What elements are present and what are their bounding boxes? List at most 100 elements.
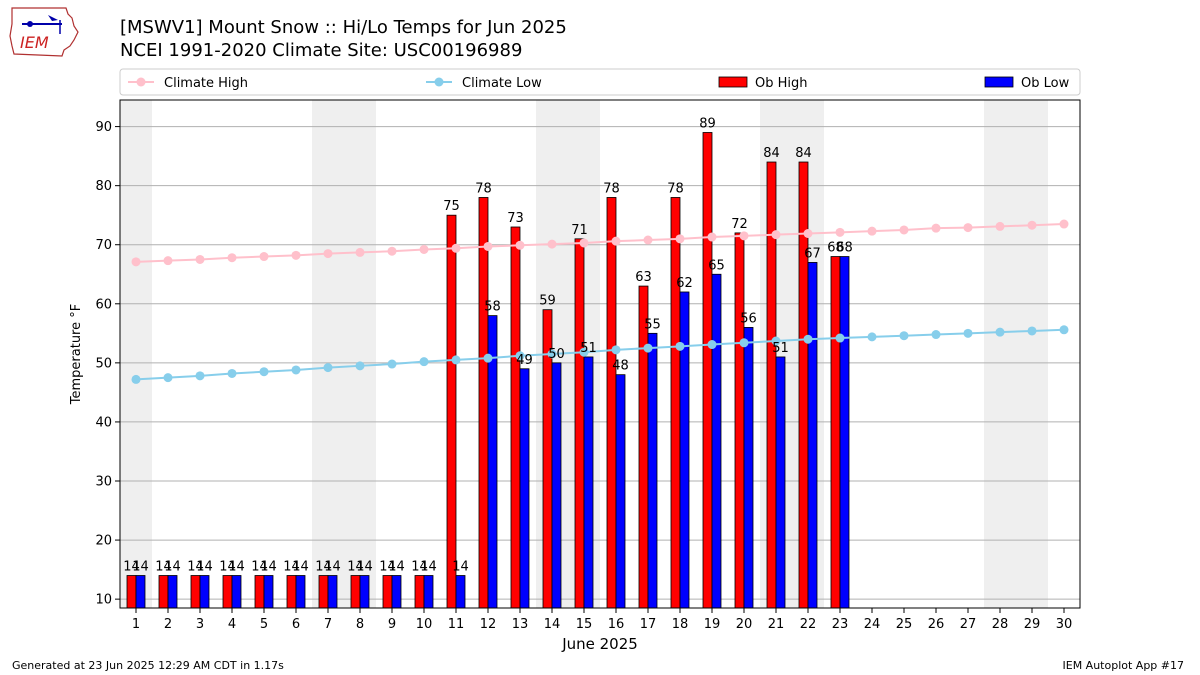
climate-high-point — [835, 227, 845, 237]
climate-low-point — [547, 349, 557, 359]
ob-low-label: 51 — [580, 341, 597, 356]
x-tick-label: 2 — [164, 617, 172, 632]
climate-high-point — [739, 231, 749, 241]
x-tick-label: 26 — [928, 617, 945, 632]
legend-bar-marker — [984, 76, 1014, 88]
climate-low-point — [1027, 326, 1037, 336]
climate-high-point — [515, 240, 525, 250]
climate-high-point — [963, 223, 973, 233]
y-tick-label: 80 — [95, 179, 112, 194]
y-tick-label: 60 — [95, 297, 112, 312]
ob-low-label: 65 — [708, 258, 725, 273]
weekend-band — [312, 100, 376, 608]
x-tick-label: 15 — [576, 617, 593, 632]
ob-low-label: 14 — [356, 560, 373, 575]
y-tick-label: 20 — [95, 534, 112, 549]
x-tick-label: 25 — [896, 617, 913, 632]
ob-low-bar — [327, 575, 338, 609]
climate-high-point — [291, 250, 301, 260]
climate-low-point — [227, 368, 237, 378]
ob-low-bar — [231, 575, 242, 609]
ob-low-label: 14 — [132, 560, 149, 575]
climate-high-point — [1059, 219, 1069, 229]
legend-dot-marker — [136, 77, 146, 87]
legend-dot-marker — [434, 77, 444, 87]
bar-labels: 14 14 14 14 14 14 14 14 14 1475787359717863788972… — [123, 116, 853, 574]
ob-high-bar — [286, 575, 297, 609]
ob-low-bar — [423, 575, 434, 609]
climate-high-point — [195, 254, 205, 264]
climate-low-point — [291, 365, 301, 375]
climate-low-point — [419, 357, 429, 367]
footer-generated: Generated at 23 Jun 2025 12:29 AM CDT in… — [12, 659, 284, 672]
ob-low-label: 14 — [324, 560, 341, 575]
ob-low-label: 68 — [836, 241, 853, 256]
x-tick-label: 4 — [228, 617, 236, 632]
ob-high-bar — [414, 575, 425, 609]
ob-high-bar — [830, 256, 841, 609]
ob-low-label: 50 — [548, 347, 565, 362]
climate-low-point — [387, 359, 397, 369]
climate-low-point — [163, 373, 173, 383]
x-tick-label: 27 — [960, 617, 977, 632]
ob-low-bar — [519, 368, 530, 609]
weekend-band — [120, 100, 152, 608]
ob-high-bar — [158, 575, 169, 609]
ob-high-label: 71 — [571, 223, 588, 238]
climate-low-point — [995, 327, 1005, 337]
climate-high-point — [227, 253, 237, 263]
climate-high-point — [547, 239, 557, 249]
ob-high-label: 84 — [795, 146, 812, 161]
ob-low-label: 14 — [164, 560, 181, 575]
ob-high-bar — [638, 285, 649, 609]
climate-low-point — [195, 371, 205, 381]
ob-low-bar — [199, 575, 210, 609]
ob-low-bar — [711, 273, 722, 609]
climate-high-point — [771, 230, 781, 240]
climate-high-point — [355, 247, 365, 257]
climate-high-point — [259, 252, 269, 262]
ob-low-label: 58 — [484, 300, 501, 315]
ob-high-label: 78 — [603, 181, 620, 196]
climate-high-point — [611, 236, 621, 246]
ob-high-label: 14 — [283, 560, 300, 575]
x-tick-label: 18 — [672, 617, 689, 632]
footer-app: IEM Autoplot App #17 — [1062, 659, 1185, 672]
climate-high-line — [135, 223, 1065, 263]
y-tick-label: 40 — [95, 415, 112, 430]
climate-high-point — [419, 244, 429, 254]
ob-high-bar — [702, 132, 713, 609]
x-tick-label: 11 — [448, 617, 465, 632]
legend: Climate High Climate Low Ob High Ob Low — [119, 68, 1081, 96]
ob-low-bar — [839, 256, 850, 609]
ob-high-bar — [446, 214, 457, 609]
ob-high-label: 14 — [315, 560, 332, 575]
ob-low-label: 62 — [676, 276, 693, 291]
x-tick-label: 7 — [324, 617, 332, 632]
climate-high-point — [131, 257, 141, 267]
y-tick-label: 30 — [95, 475, 112, 490]
ob-low-bar — [775, 356, 786, 609]
climate-high-point — [867, 226, 877, 236]
ob-low-bar — [807, 262, 818, 609]
climate-lines — [131, 219, 1069, 384]
climate-low-line — [135, 328, 1065, 381]
ob-high-label: 72 — [731, 217, 748, 232]
ob-high-bar — [382, 575, 393, 609]
chart-subtitle: NCEI 1991-2020 Climate Site: USC00196989 — [120, 40, 523, 61]
chart-title: [MSWV1] Mount Snow :: Hi/Lo Temps for Ju… — [120, 17, 567, 38]
ob-low-label: 48 — [612, 359, 629, 374]
x-tick-label: 17 — [640, 617, 657, 632]
ob-high-bar — [254, 575, 265, 609]
ob-low-label: 51 — [772, 341, 789, 356]
x-tick-label: 1 — [132, 617, 140, 632]
climate-low-point — [1059, 325, 1069, 335]
ob-high-bar — [798, 161, 809, 609]
ob-low-bar — [263, 575, 274, 609]
x-tick-label: 23 — [832, 617, 849, 632]
ob-high-label: 14 — [219, 560, 236, 575]
ob-high-bar — [606, 197, 617, 609]
ob-high-bar — [190, 575, 201, 609]
ob-low-bar — [583, 356, 594, 609]
x-tick-label: 13 — [512, 617, 529, 632]
